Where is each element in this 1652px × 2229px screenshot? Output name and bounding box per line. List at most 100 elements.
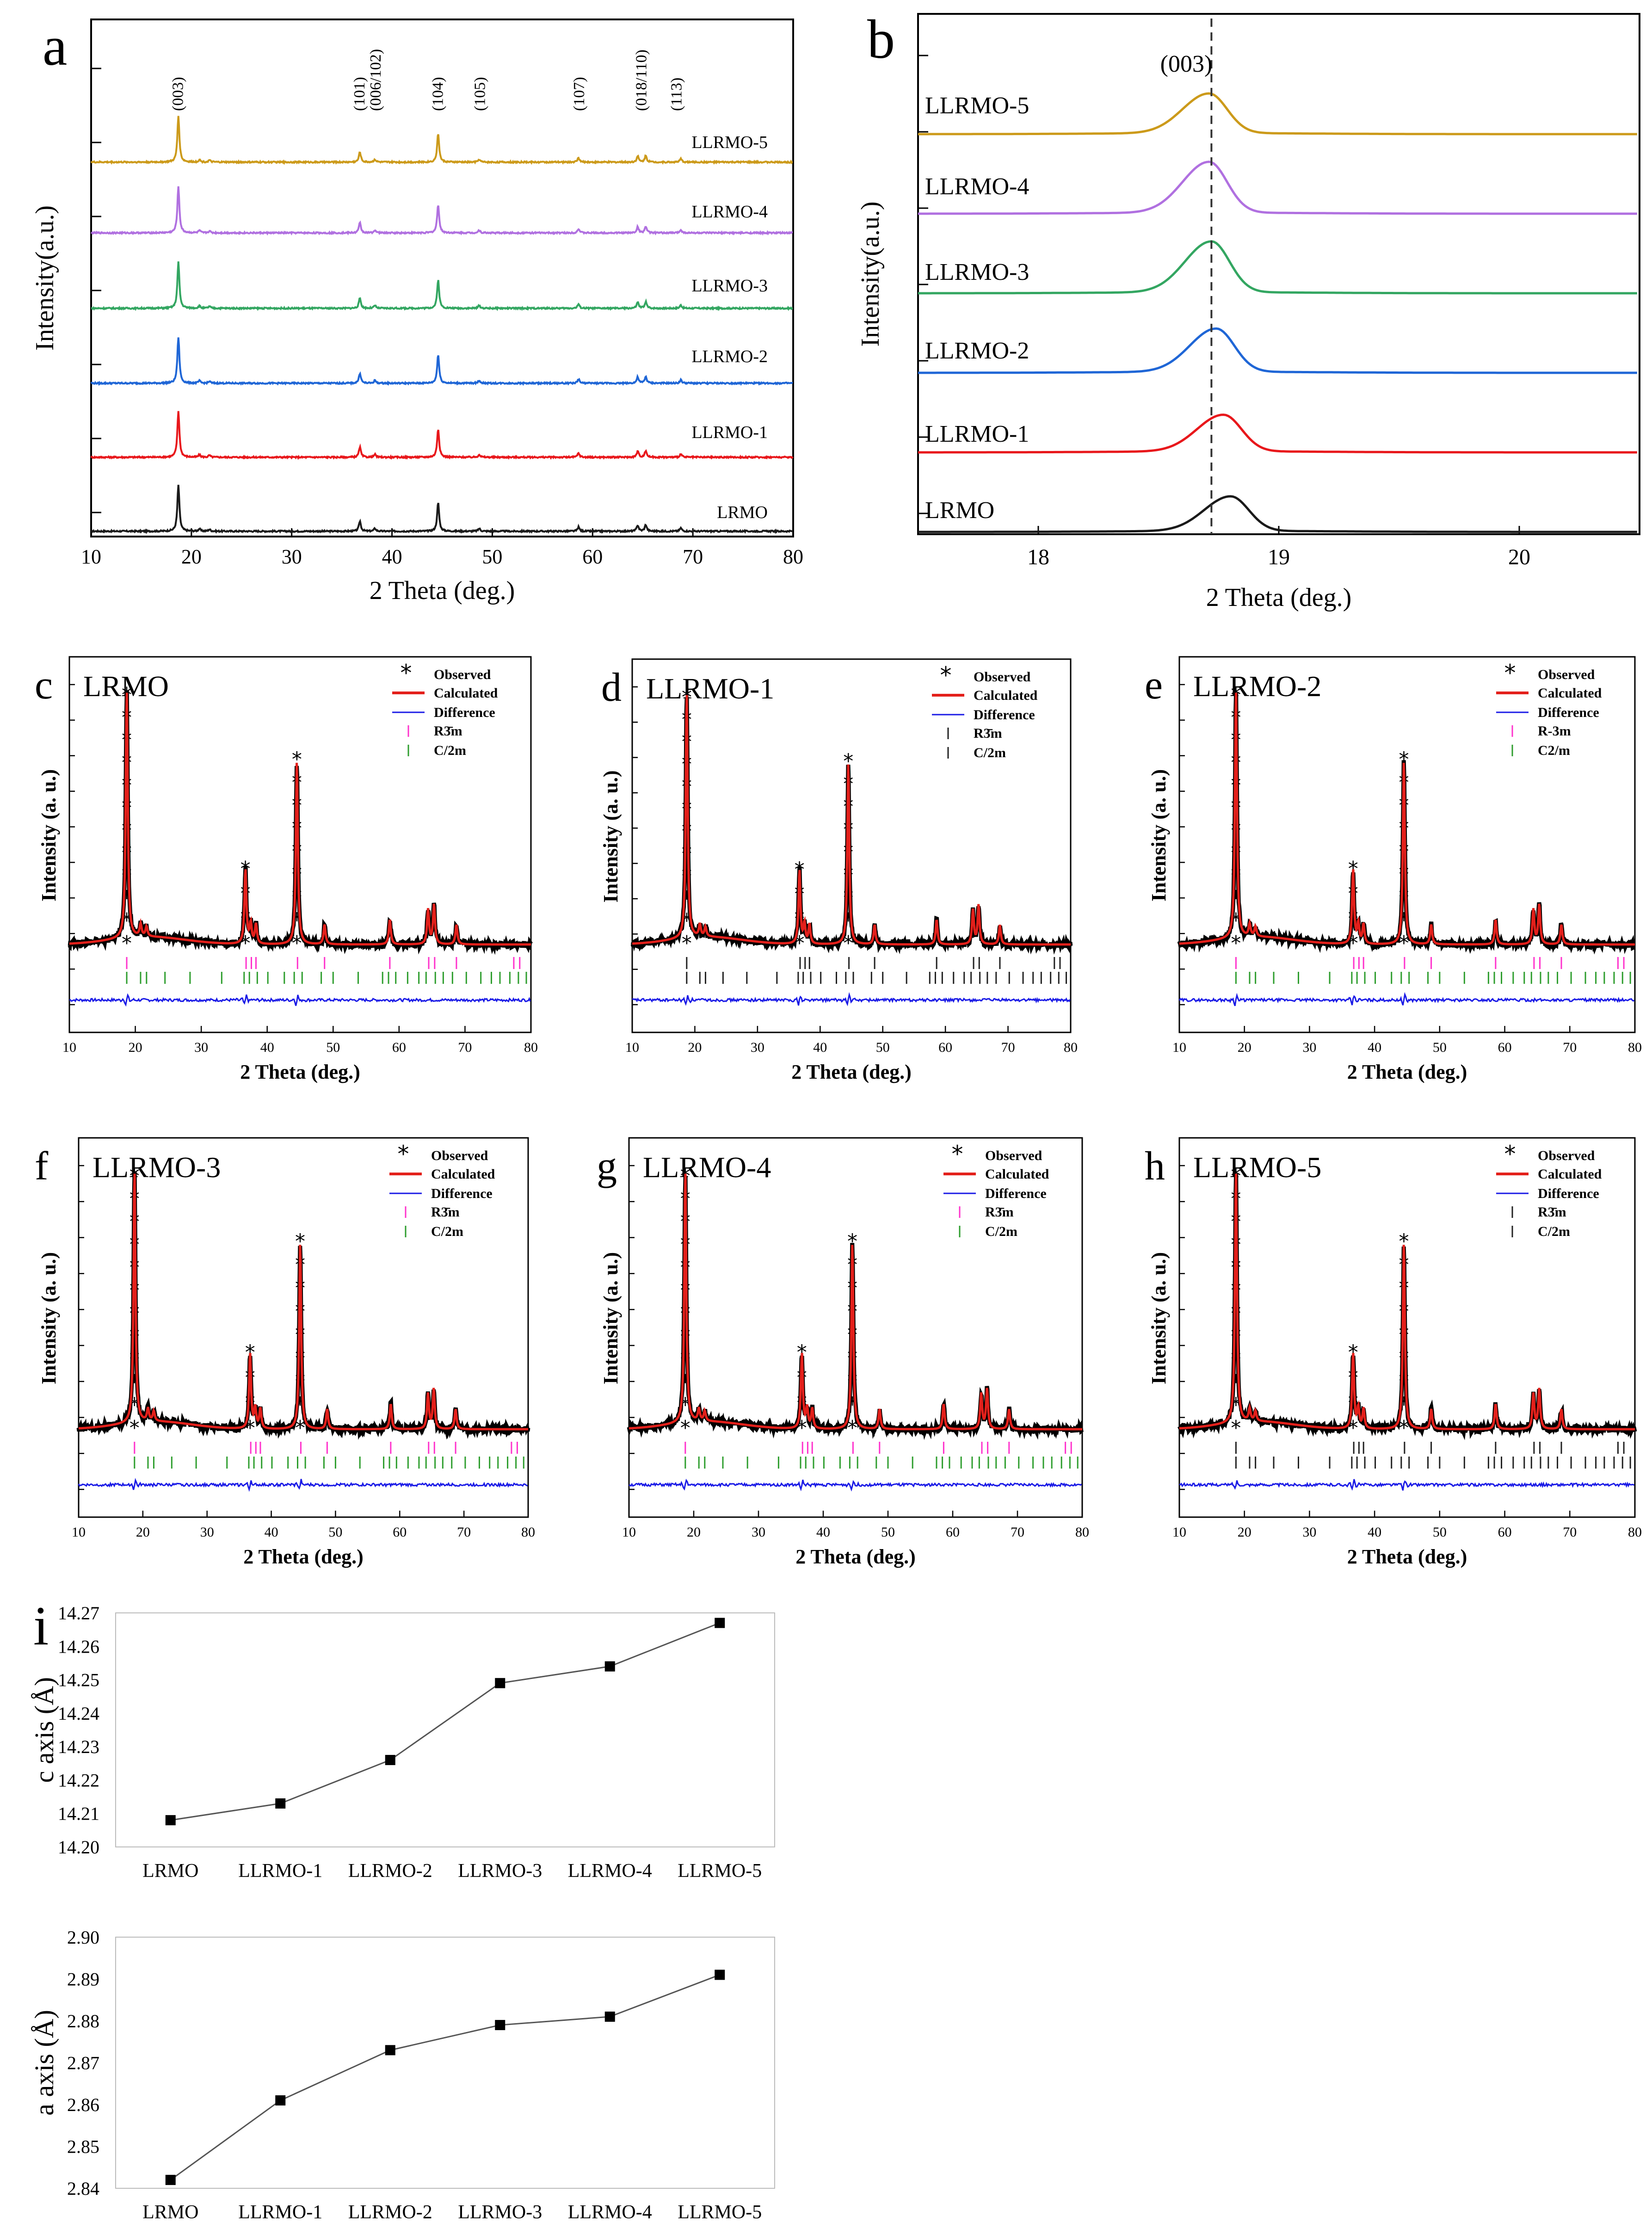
panel-h-legend-r3m: R3̄m [1538,1204,1566,1220]
panel-e-legend-observed-marker: * [1504,660,1516,686]
panel-h-observed-marker: * [1231,1325,1241,1348]
panel-f-difference-trace [78,1478,528,1492]
panel-h-observed-marker: * [1399,1416,1409,1440]
panel-f-xtick-label: 60 [393,1525,407,1540]
panel-b-pattern-LLRMO-3 [918,240,1637,295]
panel-c-observed-marker: * [122,841,132,865]
panel-c-xtick-label: 60 [392,1040,406,1055]
panel-f-observed-marker: * [129,1302,140,1325]
panel-a-ylabel: Intensity(a.u.) [31,205,59,351]
panel-c-xtick-label: 50 [326,1040,340,1055]
panel-a-hkl-label: (113) [668,78,685,111]
panel-d-legend-difference: Difference [974,707,1035,722]
panel-f-xtick-label: 70 [457,1525,471,1540]
panel-g-difference-trace [629,1479,1082,1492]
panel-b-pattern-LLRMO-4 [918,161,1637,215]
panel-e-letter: e [1145,663,1163,708]
panel-a-series-label: LLRMO-1 [691,423,768,442]
panel-h-xtick-label: 50 [1433,1525,1447,1540]
panel-c-xtick-label: 80 [524,1040,538,1055]
panel-c-observed-marker: * [292,886,302,909]
panel-g-observed-marker: * [847,1230,857,1253]
panel-b-annotation: (003) [1160,51,1213,77]
panel-d-sample-label: LLRMO-1 [646,672,774,705]
panel-e-observed-marker: * [1231,932,1241,955]
panel-i_c-category-label: LRMO [142,1860,198,1882]
panel-i_a-category-label: LLRMO-1 [238,2202,322,2223]
panel-b: b 18 19 20 2 Theta (deg.) Intensity(a.u.) LRMO… [856,8,1640,612]
panel-e-xtick-label: 30 [1302,1040,1316,1055]
panel-g-calculated-trace [629,1173,1082,1431]
panel-g-xtick-label: 20 [687,1525,701,1540]
panel-i_c-ytick-label: 14.25 [58,1670,99,1691]
panel-i_c-category-label: LLRMO-4 [568,1860,652,1882]
panel-g-legend-observed-marker: * [952,1141,963,1167]
panel-d-observed-marker: * [682,842,692,866]
panel-d-xtick-label: 70 [1001,1040,1015,1055]
panel-h-observed-marker: * [1348,1341,1358,1365]
panel-e-observed-marker: * [1399,840,1409,863]
panel-i_a-data-point [604,2011,615,2022]
panel-h-letter: h [1145,1144,1165,1189]
panel-e-observed-marker: * [1399,932,1409,955]
panel-e-observed-marker: * [1348,857,1358,881]
panel-f-observed-marker: * [295,1230,305,1253]
panel-h-observed-marker: * [1231,1302,1241,1325]
panel-g-observed-marker: * [797,1341,807,1365]
panel-a-xtick-label: 20 [181,545,202,568]
panel-e-difference-trace [1178,992,1635,1006]
panel-h-xtick-label: 10 [1172,1525,1186,1540]
panel-i_a-data-point [495,2020,505,2031]
panel-d-xtick-label: 60 [938,1040,952,1055]
panel-a-xtick-label: 40 [382,545,402,568]
panel-c-xtick-label: 20 [129,1040,142,1055]
panel-a-xtick-label: 70 [683,545,703,568]
panel-e-xtick-label: 50 [1433,1040,1447,1055]
panel-d-observed-marker: * [843,749,853,773]
panel-c-xtick-label: 10 [62,1040,76,1055]
panel-a-hkl-label: (104) [429,77,446,111]
panel-a-frame [90,19,794,537]
panel-a-pattern-LLRMO-3 [91,261,793,311]
panel-a-pattern-LLRMO-1 [90,411,794,460]
panel-e-sample-label: LLRMO-2 [1193,670,1321,703]
panel-i_c-ylabel: c axis (Å) [29,1677,59,1783]
panel-h-xtick-label: 70 [1563,1525,1577,1540]
panel-e-legend-r3m: R-3m [1538,723,1571,739]
panel-i_c-ytick-label: 14.26 [58,1636,99,1657]
panel-h-observed-marker: * [1399,1346,1409,1370]
panel-h-observed-marker: * [1399,1230,1409,1253]
panel-a-hkl-label: (018/110) [633,49,650,111]
panel-g-observed-marker: * [847,1416,857,1440]
panel-a-pattern-LRMO [91,484,794,534]
panel-h-legend-observed-marker: * [1504,1141,1516,1167]
panel-f-observed-marker: * [129,1416,140,1440]
panel-d-xtick-label: 10 [625,1040,639,1055]
panel-c-xtick-label: 40 [260,1040,274,1055]
panel-i_a-data-point [275,2095,286,2106]
panel-a-series-label: LLRMO-5 [691,133,768,152]
panel-h-xlabel: 2 Theta (deg.) [1347,1545,1467,1568]
panel-c-legend-difference: Difference [434,705,495,720]
panel-h-xtick-label: 30 [1302,1525,1316,1540]
panel-g-observed-marker: * [680,1325,690,1348]
panel-c-xlabel: 2 Theta (deg.) [240,1061,360,1083]
panel-d-observed-marker: * [682,820,692,843]
panel-g-xtick-label: 50 [881,1525,895,1540]
panel-c-observed-marker: * [292,748,302,772]
panel-h-observed-marker: * [1399,1323,1409,1346]
panel-a-series-label: LLRMO-3 [691,276,768,296]
panel-d-xtick-label: 30 [751,1040,764,1055]
panel-a: a 10 20 30 40 50 60 70 80 2 Theta (deg.) Intensity… [31,15,803,605]
panel-g-observed-marker: * [680,1347,690,1371]
panel-a-letter: a [43,15,67,77]
panel-f-observed-marker: * [295,1346,305,1370]
panel-i_a-category-label: LRMO [142,2202,198,2223]
panel-h-xtick-label: 60 [1498,1525,1512,1540]
panel-i_c: i 14.20 14.21 14.22 14.23 14.24 14.25 14.26 14.2… [29,1595,775,1882]
panel-i_c-category-label: LLRMO-5 [678,1860,762,1882]
panel-e-ylabel: Intensity (a. u.) [1147,769,1170,901]
panel-e-observed-marker: * [1399,886,1409,909]
panel-b-xtick-label: 20 [1508,545,1530,569]
panel-a-pattern-LLRMO-2 [90,337,793,386]
